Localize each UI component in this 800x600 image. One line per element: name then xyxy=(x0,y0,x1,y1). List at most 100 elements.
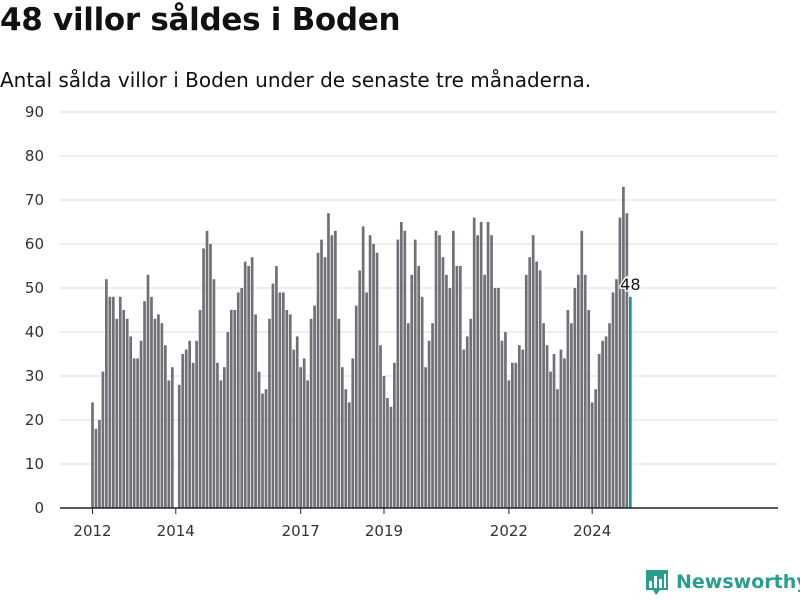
brand-logo: Newsworthy xyxy=(644,568,800,596)
y-axis-labels: 0 10 20 30 40 50 60 70 80 90 xyxy=(25,103,44,517)
bar xyxy=(243,261,247,508)
bar xyxy=(334,230,337,509)
bar xyxy=(327,213,330,508)
bar xyxy=(361,226,365,508)
bars xyxy=(91,186,632,509)
bar xyxy=(278,292,282,508)
bar xyxy=(483,274,486,508)
bar xyxy=(313,305,316,508)
bar xyxy=(531,235,535,508)
x-tick-label: 2014 xyxy=(157,522,195,540)
bar xyxy=(170,367,174,508)
bar-chart-logo-icon xyxy=(646,570,668,595)
bar xyxy=(490,235,493,508)
bar xyxy=(622,186,625,509)
bar xyxy=(386,398,389,508)
bar xyxy=(396,239,400,508)
bar xyxy=(528,257,532,508)
bar xyxy=(462,349,466,508)
bar xyxy=(479,222,483,508)
bar xyxy=(549,371,552,508)
bar xyxy=(413,239,417,508)
bar xyxy=(618,217,622,508)
bar xyxy=(344,389,348,508)
bar xyxy=(393,362,396,508)
y-tick-label: 60 xyxy=(25,235,44,253)
bar xyxy=(323,257,327,508)
bar xyxy=(417,266,421,508)
data-labels: 48 xyxy=(619,273,642,295)
bar xyxy=(406,323,410,508)
bar xyxy=(500,340,504,508)
x-tick-label: 2022 xyxy=(490,522,528,540)
bar-latest xyxy=(629,296,632,508)
bar xyxy=(229,310,233,508)
bar xyxy=(611,292,615,508)
bar xyxy=(604,336,608,508)
bar xyxy=(552,354,556,508)
bar xyxy=(302,358,306,508)
bar xyxy=(125,318,129,508)
bar xyxy=(247,266,250,508)
latest-value-label: 48 xyxy=(620,275,640,294)
bar xyxy=(167,380,171,508)
bar xyxy=(146,274,150,508)
bar xyxy=(594,389,597,508)
bar xyxy=(108,296,112,508)
bar xyxy=(320,239,323,508)
bar xyxy=(514,362,518,508)
bar xyxy=(202,248,205,508)
bar xyxy=(545,345,549,508)
bar xyxy=(219,380,223,508)
bar xyxy=(375,252,379,508)
bar xyxy=(389,406,393,508)
bar xyxy=(538,270,542,508)
bar xyxy=(358,270,362,508)
bar xyxy=(226,332,230,508)
bar xyxy=(452,230,455,509)
bar xyxy=(233,310,237,508)
bar xyxy=(476,235,480,508)
bar xyxy=(410,274,414,508)
bar xyxy=(615,279,618,508)
y-tick-label: 50 xyxy=(25,279,44,297)
bar xyxy=(566,310,570,508)
bar xyxy=(365,292,368,508)
bar xyxy=(608,323,611,508)
bar xyxy=(368,235,372,508)
bar xyxy=(139,340,143,508)
chart-subtitle: Antal sålda villor i Boden under de sena… xyxy=(0,68,592,92)
bar xyxy=(264,389,268,508)
bar xyxy=(111,296,115,508)
bar xyxy=(330,235,334,508)
bar xyxy=(306,380,309,508)
bar xyxy=(184,349,188,508)
bar xyxy=(282,292,285,508)
bar xyxy=(205,230,209,509)
bar xyxy=(441,257,445,508)
bar xyxy=(431,323,434,508)
bar xyxy=(427,340,431,508)
y-tick-label: 40 xyxy=(25,323,44,341)
chart-title: 48 villor såldes i Boden xyxy=(0,2,401,38)
y-tick-label: 10 xyxy=(25,455,44,473)
bar xyxy=(195,340,198,508)
bar xyxy=(98,420,101,508)
y-tick-label: 90 xyxy=(25,103,44,121)
bar xyxy=(240,288,244,508)
x-tick-label: 2012 xyxy=(73,522,111,540)
bar xyxy=(337,318,341,508)
bar xyxy=(455,266,459,508)
bar xyxy=(157,314,160,508)
bar xyxy=(601,340,604,508)
bar xyxy=(91,402,94,508)
bar xyxy=(216,362,219,508)
bar xyxy=(136,358,139,508)
bar xyxy=(587,310,591,508)
bar xyxy=(486,222,490,508)
bar xyxy=(469,318,473,508)
bar xyxy=(570,323,573,508)
bar xyxy=(236,292,240,508)
bar xyxy=(198,310,202,508)
